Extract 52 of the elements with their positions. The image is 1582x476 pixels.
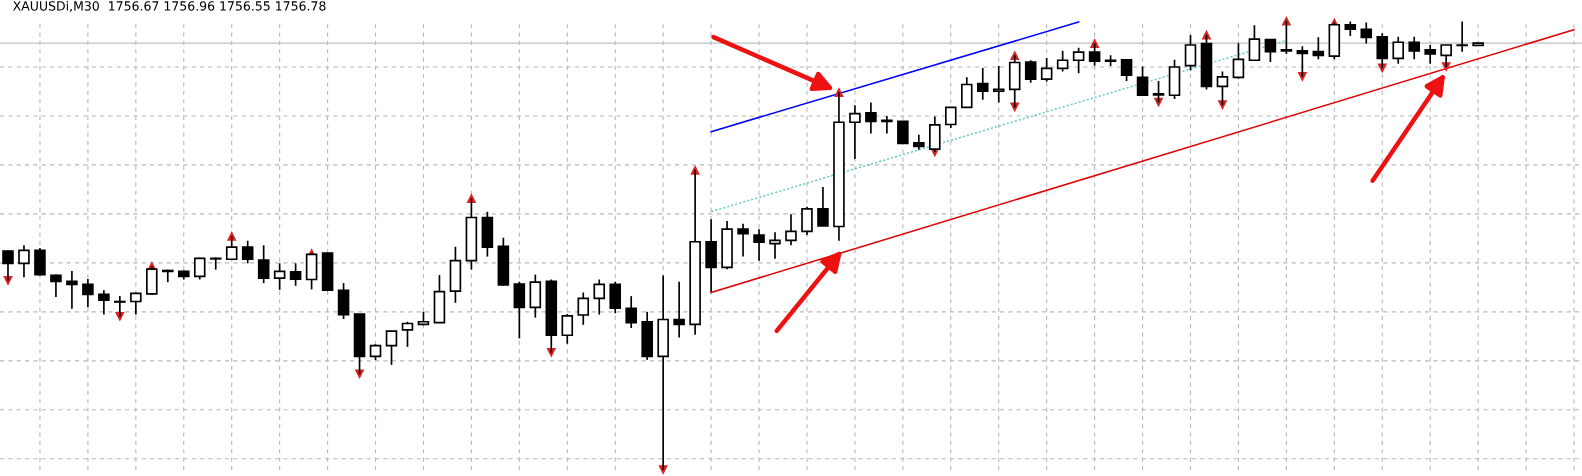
- candlestick: [1136, 65, 1149, 97]
- candlestick: [82, 278, 94, 309]
- candlestick: [1040, 57, 1053, 83]
- candlestick: [289, 262, 302, 287]
- candlestick: [1312, 36, 1325, 61]
- candlestick: [1360, 21, 1373, 45]
- point: [1281, 15, 1292, 26]
- candlestick: [1264, 38, 1277, 63]
- candlestick: [817, 186, 829, 227]
- candlestick: [193, 256, 206, 281]
- candlestick: [1120, 58, 1133, 82]
- candlestick: [1248, 24, 1261, 62]
- candlestick: [593, 278, 606, 316]
- candlestick: [385, 329, 398, 366]
- candlestick: [625, 295, 637, 329]
- candlestick: [1056, 49, 1069, 73]
- candlestick: [992, 65, 1005, 104]
- candlestick: [513, 280, 526, 340]
- candlestick: [1024, 59, 1037, 84]
- candlestick: [753, 228, 765, 262]
- candlestick: [577, 291, 590, 326]
- point: [354, 369, 365, 380]
- chart-title: XAUUSDi,M30 1756.67 1756.96 1756.55 1756.78: [13, 0, 326, 12]
- candlestick: [561, 313, 574, 345]
- candlestick: [273, 262, 286, 291]
- candlestick: [257, 244, 270, 284]
- candlestick: [769, 231, 781, 260]
- candlestick: [1232, 42, 1245, 80]
- candlestick: [1216, 70, 1229, 107]
- candlestick: [897, 120, 909, 145]
- candlestick: [1184, 34, 1197, 72]
- candlestick: [609, 280, 622, 315]
- candlestick: [945, 106, 957, 129]
- candlestick: [849, 104, 861, 160]
- candlestick: [801, 205, 813, 236]
- candlestick: [241, 240, 254, 265]
- candlestick: [1456, 20, 1468, 53]
- candlestick: [960, 76, 973, 109]
- candlestick: [401, 320, 414, 348]
- candlestick: [1408, 36, 1421, 61]
- candlestick: [976, 67, 989, 101]
- candlestick: [209, 256, 222, 271]
- candlestick: [66, 270, 78, 310]
- candlestick: [785, 213, 797, 247]
- candlestick: [1392, 36, 1405, 65]
- candlestick: [737, 222, 749, 258]
- candlestick: [98, 289, 110, 316]
- candlestick: [18, 244, 30, 279]
- candlestick: [673, 280, 685, 339]
- candlestick: [865, 101, 877, 135]
- candlestick: [1072, 46, 1085, 75]
- candlestick: [1424, 44, 1436, 65]
